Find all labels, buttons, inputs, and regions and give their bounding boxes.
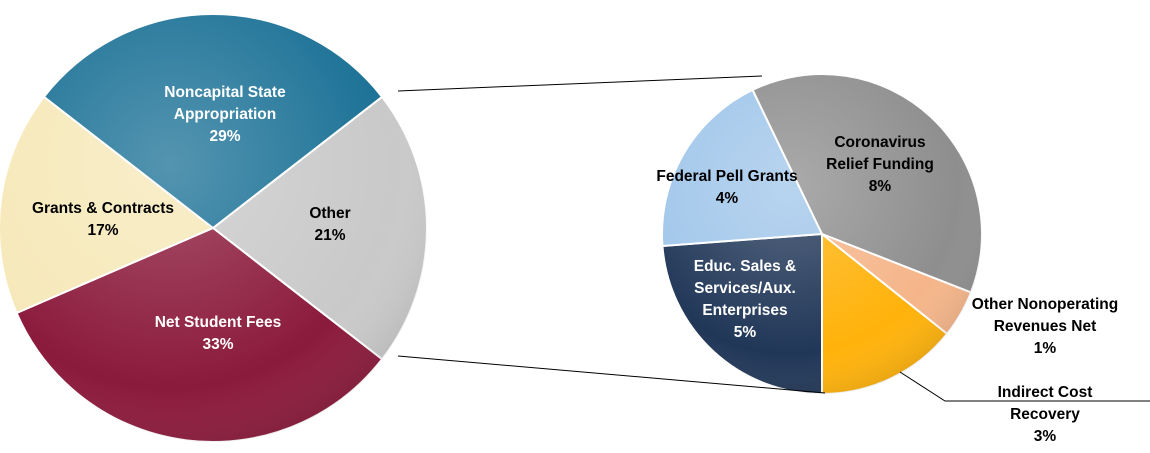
slice-label: Educ. Sales & Services/Aux. Enterprises 5… (675, 256, 815, 344)
slice-percent: 1% (1033, 340, 1057, 357)
slice-percent: 3% (1033, 428, 1057, 445)
slice-name: Net Student Fees (154, 314, 282, 331)
slice-name: Federal Pell Grants (656, 168, 798, 185)
slice-label: Indirect Cost Recovery 3% (970, 382, 1120, 448)
slice-name: Noncapital State Appropriation (164, 84, 286, 123)
slice-percent: 33% (202, 336, 234, 353)
slice-label: Coronavirus Relief Funding 8% (815, 132, 945, 198)
slice-percent: 8% (868, 178, 892, 195)
slice-name: Coronavirus Relief Funding (826, 134, 934, 173)
slice-percent: 17% (87, 222, 119, 239)
slice-label: Other 21% (285, 203, 375, 247)
connector-line (397, 355, 826, 394)
slice-name: Indirect Cost Recovery (997, 384, 1093, 423)
slice-label: Federal Pell Grants 4% (627, 166, 827, 210)
slice-percent: 21% (314, 227, 346, 244)
slice-label: Noncapital State Appropriation 29% (140, 82, 310, 148)
slice-label: Grants & Contracts 17% (3, 198, 203, 242)
slice-percent: 5% (733, 324, 757, 341)
leader-line (899, 371, 1150, 402)
slice-name: Educ. Sales & Services/Aux. Enterprises (693, 258, 797, 319)
slice-name: Other (309, 205, 351, 222)
slice-percent: 29% (209, 128, 241, 145)
connector-line (397, 75, 763, 92)
slice-percent: 4% (715, 190, 739, 207)
slice-label: Net Student Fees 33% (118, 312, 318, 356)
slice-name: Other Nonoperating Revenues Net (971, 296, 1119, 335)
slice-name: Grants & Contracts (31, 200, 175, 217)
slice-label: Other Nonoperating Revenues Net 1% (945, 294, 1145, 360)
